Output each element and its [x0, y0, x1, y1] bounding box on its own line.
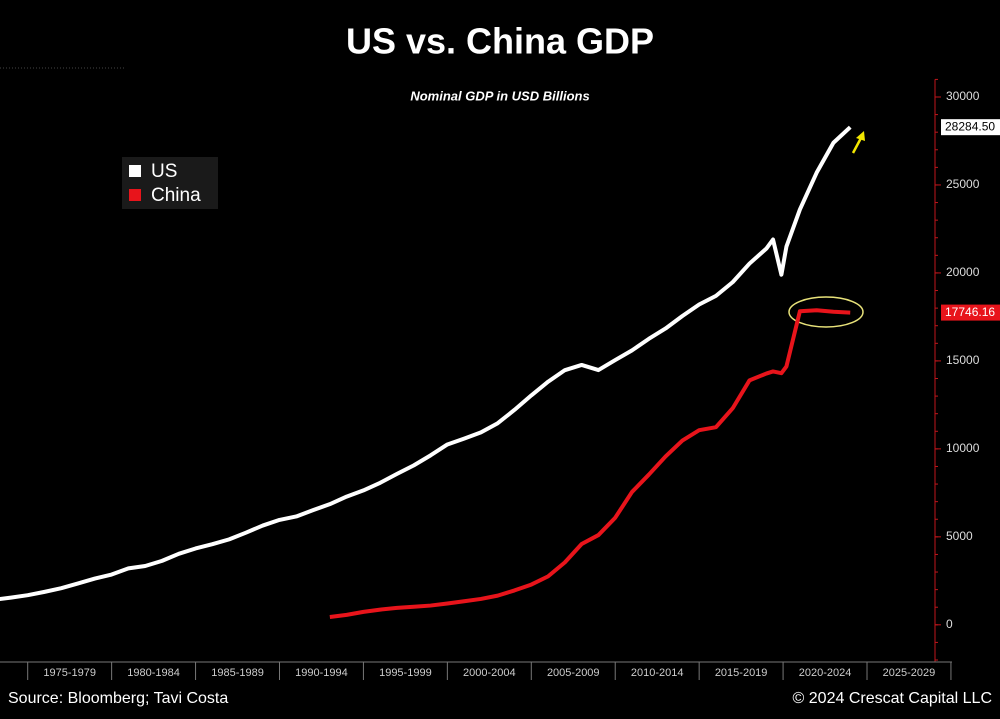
- legend-label: China: [151, 185, 201, 206]
- arrow-shaft: [851, 137, 863, 154]
- line-series: [0, 125, 852, 602]
- y-tick-label: 5000: [946, 529, 973, 543]
- highlight-ellipse: [788, 296, 864, 328]
- x-tick-label: 2025-2029: [883, 667, 936, 679]
- x-tick-label: 1995-1999: [379, 667, 432, 679]
- y-tick-label: 30000: [946, 89, 980, 103]
- x-tick-label: 1985-1989: [211, 667, 264, 679]
- x-tick-label: 1980-1984: [127, 667, 180, 679]
- x-tick-label: 2020-2024: [799, 667, 852, 679]
- y-tick-label: 15000: [946, 353, 980, 367]
- chart-subtitle: Nominal GDP in USD Billions: [410, 88, 589, 103]
- end-label-box: [941, 304, 1000, 321]
- x-tick-label: 1990-1994: [295, 667, 348, 679]
- copyright: © 2024 Crescat Capital LLC: [793, 690, 992, 707]
- y-tick-label: 20000: [946, 265, 980, 279]
- legend-swatch: [129, 189, 141, 201]
- x-tick-label: 2000-2004: [463, 667, 516, 679]
- end-label-box: [941, 119, 1000, 136]
- x-tick-label: 1975-1979: [43, 667, 96, 679]
- arrow: [851, 131, 865, 154]
- x-tick-label: 2005-2009: [547, 667, 600, 679]
- y-tick-label: 10000: [946, 441, 980, 455]
- legend-swatch: [129, 165, 141, 177]
- arrow-head: [856, 131, 865, 141]
- y-tick-label: 25000: [946, 177, 980, 191]
- x-tick-label: 2010-2014: [631, 667, 684, 679]
- source: Source: Bloomberg; Tavi Costa: [8, 690, 228, 707]
- y-tick-label: 0: [946, 617, 953, 631]
- end-label: 17746.16: [945, 305, 995, 319]
- end-label: 28284.50: [945, 119, 995, 133]
- line-series: [329, 308, 851, 619]
- legend-label: US: [151, 161, 177, 182]
- x-tick-label: 2015-2019: [715, 667, 768, 679]
- chart-title: US vs. China GDP: [346, 21, 654, 62]
